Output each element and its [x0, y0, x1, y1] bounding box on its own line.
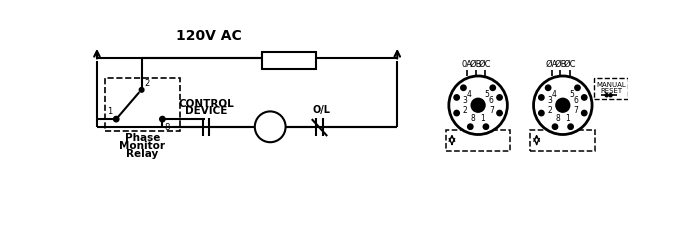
- Text: 7: 7: [573, 106, 578, 114]
- Text: 6: 6: [489, 96, 493, 105]
- Text: 5: 5: [569, 90, 574, 99]
- Text: DEVICE: DEVICE: [185, 106, 228, 116]
- Text: Phase: Phase: [125, 133, 160, 143]
- Bar: [594, 78, 629, 99]
- Circle shape: [483, 124, 489, 129]
- Circle shape: [139, 87, 144, 92]
- Circle shape: [468, 124, 473, 129]
- Text: ØB: ØB: [554, 60, 567, 69]
- Circle shape: [490, 85, 496, 90]
- Circle shape: [582, 95, 587, 100]
- Text: 6: 6: [573, 96, 578, 105]
- Circle shape: [113, 116, 119, 122]
- Text: 2: 2: [463, 106, 468, 114]
- Bar: [446, 130, 510, 151]
- Text: 8: 8: [164, 123, 169, 132]
- Text: MANUAL: MANUAL: [596, 82, 626, 88]
- Text: 5: 5: [484, 90, 489, 99]
- Circle shape: [449, 76, 507, 134]
- Text: 120V AC: 120V AC: [176, 29, 241, 43]
- Circle shape: [454, 95, 459, 100]
- Text: ØA: ØA: [546, 60, 558, 69]
- Text: ALARM: ALARM: [269, 56, 310, 65]
- Text: ØC: ØC: [479, 60, 491, 69]
- Circle shape: [545, 85, 551, 90]
- Circle shape: [582, 110, 587, 116]
- Text: 2: 2: [144, 79, 149, 88]
- Text: Relay: Relay: [126, 149, 158, 159]
- Circle shape: [609, 94, 612, 97]
- Circle shape: [575, 85, 580, 90]
- Text: 1: 1: [107, 107, 112, 116]
- Text: O/L: O/L: [313, 105, 331, 115]
- Text: Monitor: Monitor: [120, 141, 165, 151]
- Circle shape: [556, 98, 570, 112]
- Text: 3: 3: [463, 96, 468, 105]
- Text: 1: 1: [480, 114, 485, 123]
- Text: M: M: [263, 120, 277, 134]
- Bar: [531, 130, 595, 151]
- Text: CONTROL: CONTROL: [178, 99, 234, 109]
- Circle shape: [160, 116, 165, 122]
- Circle shape: [552, 124, 558, 129]
- Text: 4: 4: [552, 90, 556, 99]
- Text: 0A: 0A: [462, 60, 472, 69]
- Circle shape: [471, 98, 485, 112]
- Circle shape: [539, 95, 544, 100]
- Text: 4: 4: [467, 90, 472, 99]
- Bar: [104, 78, 180, 131]
- Circle shape: [454, 110, 459, 116]
- Circle shape: [497, 110, 502, 116]
- Circle shape: [533, 76, 592, 134]
- Text: 7: 7: [489, 106, 493, 114]
- Bar: [262, 52, 316, 69]
- Text: 2: 2: [547, 106, 552, 114]
- Circle shape: [539, 110, 544, 116]
- Text: 8: 8: [556, 114, 561, 123]
- Text: ØC: ØC: [564, 60, 576, 69]
- Text: RESET: RESET: [600, 88, 622, 94]
- Circle shape: [606, 94, 608, 97]
- Circle shape: [568, 124, 573, 129]
- Circle shape: [461, 85, 466, 90]
- Text: ØB: ØB: [470, 60, 482, 69]
- Text: 8: 8: [471, 114, 476, 123]
- Text: 3: 3: [547, 96, 552, 105]
- Circle shape: [497, 95, 502, 100]
- Text: 1: 1: [565, 114, 570, 123]
- Circle shape: [255, 112, 286, 142]
